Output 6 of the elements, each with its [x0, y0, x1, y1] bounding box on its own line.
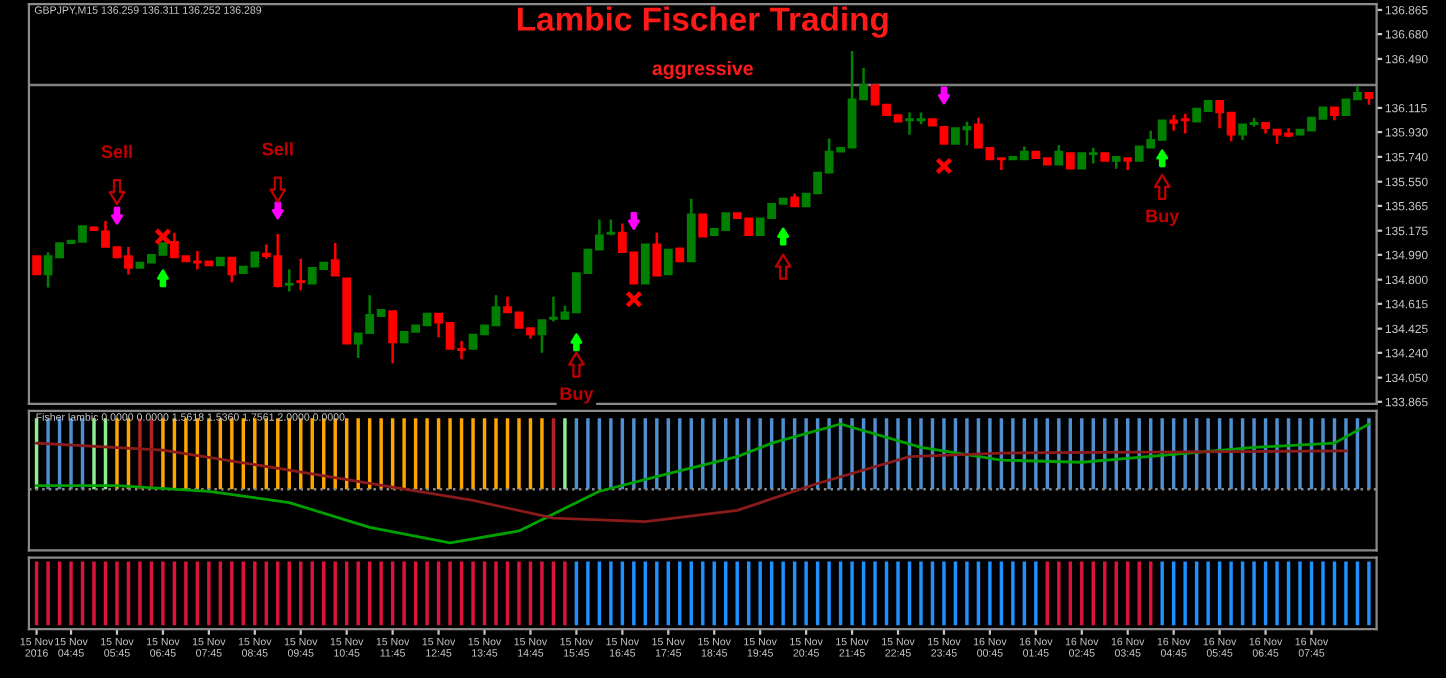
chart-title: Lambic Fischer Trading	[517, 6, 888, 38]
data-label: Buy	[560, 387, 594, 404]
data-label: Sell	[262, 142, 293, 156]
text: aggressive	[652, 60, 753, 80]
data-label: Buy	[1146, 209, 1180, 226]
data-label: Sell	[101, 144, 132, 159]
